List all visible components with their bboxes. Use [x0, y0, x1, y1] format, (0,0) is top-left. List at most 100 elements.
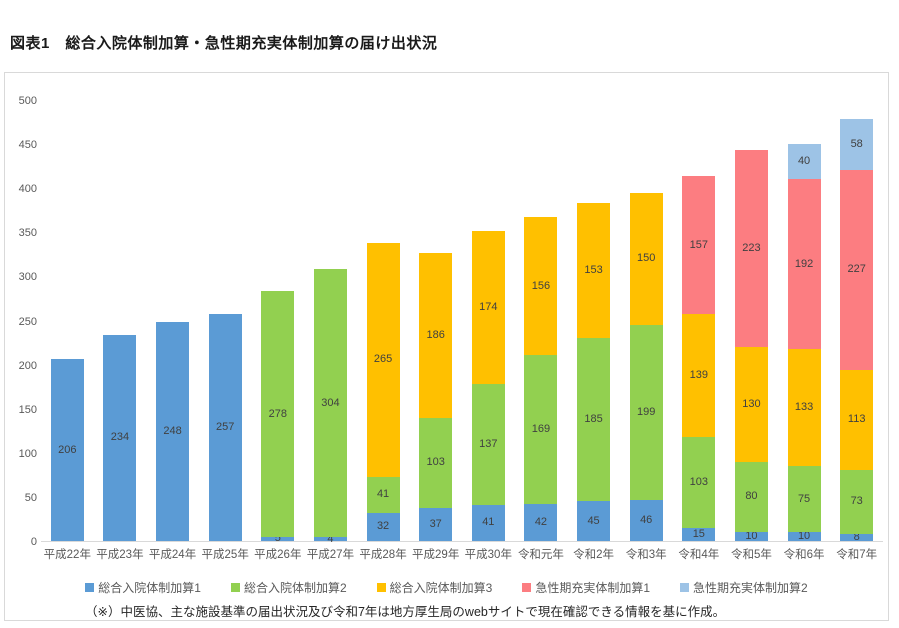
y-tick-label: 0: [30, 536, 37, 548]
x-tick-label: 令和6年: [783, 549, 825, 561]
x-tick-label: 平成26年: [254, 549, 302, 561]
bar-value-label: 40: [797, 155, 811, 168]
y-tick-label: 250: [18, 315, 37, 328]
bar-value-label: 15: [692, 527, 705, 540]
x-tick-label: 平成23年: [96, 549, 144, 561]
bar-segment: 185: [577, 338, 611, 502]
y-tick-label: 200: [18, 359, 37, 372]
bar-segment: 153: [577, 203, 611, 339]
legend-item: 急性期充実体制加算1: [522, 579, 650, 596]
chart-title: 図表1 総合入院体制加算・急性期充実体制加算の届け出状況: [10, 35, 438, 52]
bar-segment: 41: [471, 504, 505, 541]
x-tick-label: 令和4年: [678, 549, 720, 561]
legend-label: 総合入院体制加算2: [243, 581, 347, 595]
bar-value-label: 103: [426, 456, 445, 469]
bar-value-label: 185: [584, 413, 603, 426]
x-tick-label: 平成30年: [464, 549, 512, 561]
bar-segment: 199: [629, 324, 663, 501]
bar-value-label: 156: [531, 279, 551, 292]
legend-swatch-icon: [230, 583, 240, 592]
x-tick-label: 平成27年: [306, 549, 355, 561]
bar-segment: 58: [840, 118, 874, 170]
bar-value-label: 257: [216, 421, 235, 434]
legend-label: 総合入院体制加算1: [98, 581, 201, 595]
bar-value-label: 223: [742, 242, 761, 255]
x-tick-label: 令和7年: [836, 549, 878, 561]
x-tick-label: 令和3年: [625, 549, 667, 561]
legend-item: 総合入院体制加算3: [376, 579, 493, 596]
bar-value-label: 206: [58, 443, 77, 456]
bar-segment: 133: [787, 348, 821, 467]
legend-swatch-icon: [522, 583, 532, 592]
bar-segment: 227: [840, 169, 874, 370]
legend-swatch-icon: [376, 583, 386, 592]
chart-frame: 0 50 100 150 200 250 300 350 400 450 500 206 234 248…: [4, 72, 889, 621]
bar-value-label: 153: [584, 264, 603, 277]
legend: 総合入院体制加算1 総合入院体制加算2 総合入院体制加算3 急性期充実体制加算1 急性期…: [5, 579, 888, 596]
y-tick-label: 300: [18, 271, 37, 284]
bar-segment: 4: [313, 533, 347, 544]
legend-swatch-icon: [85, 583, 95, 592]
bar-segment: 32: [366, 512, 400, 541]
y-tick-label: 400: [18, 183, 37, 196]
x-tick-label: 平成29年: [412, 549, 460, 561]
y-tick-label: 100: [18, 447, 37, 460]
bar-segment: 137: [471, 384, 505, 505]
bar-segment: 10: [734, 531, 768, 542]
bar-segment: 169: [524, 354, 558, 504]
x-tick-label: 令和5年: [730, 549, 772, 561]
bar-value-label: 304: [321, 396, 340, 409]
legend-label: 急性期充実体制加算1: [535, 581, 651, 595]
bar-segment: 80: [734, 461, 768, 533]
legend-swatch-icon: [680, 583, 690, 592]
bar-segment: 15: [682, 527, 716, 541]
legend-label: 総合入院体制加算3: [389, 581, 493, 595]
bar-segment: 139: [682, 314, 716, 437]
plot-area: 206 234 248 257 5 278 4 304 32 41 265 37 103 186 41 137…: [41, 101, 883, 545]
bar-value-label: 227: [847, 263, 866, 276]
bar-segment: 113: [840, 369, 874, 470]
legend-label: 急性期充実体制加算2: [693, 581, 808, 595]
bar-value-label: 37: [429, 518, 442, 531]
bar-value-label: 199: [637, 406, 656, 419]
x-tick-label: 平成24年: [148, 549, 197, 561]
bar-value-label: 133: [794, 400, 814, 413]
bar-segment: 248: [156, 322, 190, 541]
bar-value-label: 234: [110, 431, 130, 444]
bar-value-label: 42: [534, 515, 548, 528]
bar-segment: 103: [682, 436, 716, 528]
bar-segment: 234: [103, 334, 137, 541]
x-tick-label: 令和2年: [573, 549, 615, 561]
bar-segment: 265: [366, 242, 400, 477]
bar-segment: 156: [524, 217, 558, 355]
bar-value-label: 45: [587, 514, 600, 527]
bar-segment: 75: [787, 466, 821, 533]
bar-value-label: 5: [274, 532, 281, 545]
bar-value-label: 169: [531, 422, 551, 435]
bar-segment: 192: [787, 179, 821, 349]
legend-item: 総合入院体制加算1: [85, 579, 201, 596]
bar-value-label: 41: [376, 488, 390, 501]
bar-segment: 10: [787, 531, 821, 542]
bar-value-label: 130: [742, 397, 761, 410]
bar-segment: 42: [524, 503, 558, 541]
bar-value-label: 46: [640, 514, 653, 527]
legend-item: 総合入院体制加算2: [230, 579, 347, 596]
bar-segment: 46: [629, 500, 663, 541]
bar-value-label: 248: [163, 425, 182, 438]
bar-value-label: 278: [268, 407, 287, 420]
y-tick-label: 150: [18, 403, 37, 416]
y-tick-label: 50: [24, 491, 37, 504]
legend-item: 急性期充実体制加算2: [680, 579, 808, 596]
bar-segment: 206: [50, 359, 84, 541]
y-tick-label: 500: [18, 95, 37, 107]
bar-segment: 186: [419, 253, 453, 418]
bar-value-label: 73: [850, 495, 863, 508]
bar-value-label: 32: [376, 520, 390, 533]
bar-segment: 45: [577, 501, 611, 541]
bar-segment: 103: [419, 417, 453, 509]
bar-value-label: 139: [689, 369, 708, 382]
bar-value-label: 150: [637, 252, 656, 265]
footnote: （※）中医協、主な施設基準の届出状況及び令和7年は地方厚生局のwebサイトで現在…: [85, 605, 726, 619]
